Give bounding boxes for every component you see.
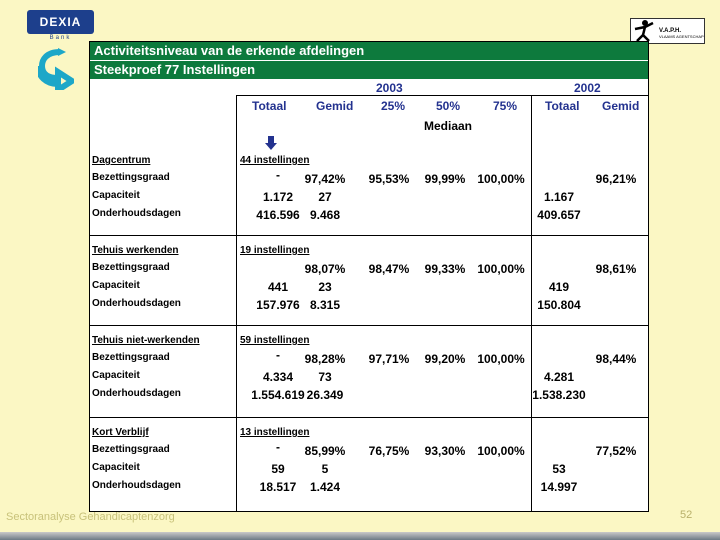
row-label-cap: Capaciteit: [92, 462, 140, 473]
section-count: 59 instellingen: [240, 335, 310, 346]
cell-bez-p25: 98,47%: [368, 262, 410, 276]
return-arrow-icon[interactable]: [38, 46, 74, 90]
cell-bez-gemid: 98,28%: [304, 352, 346, 366]
cell-bez-gemid2: 98,61%: [595, 262, 637, 276]
year-2002: 2002: [574, 81, 601, 95]
cell-bez-p25: 97,71%: [368, 352, 410, 366]
col-gemid-2002: Gemid: [602, 99, 640, 113]
cell-cap-gemid: 5: [321, 462, 329, 476]
cell-ond-totaal: 157.976: [256, 298, 300, 312]
col-totaal: Totaal: [252, 99, 287, 113]
row-label-bez: Bezettingsgraad: [92, 262, 170, 273]
cell-bez-totaal: -: [276, 440, 280, 454]
section-name: Kort Verblijf: [92, 427, 149, 438]
vaph-logo: V.A.P.H. VLAAMS AGENTSCHAP: [630, 18, 705, 44]
row-label-bez: Bezettingsgraad: [92, 352, 170, 363]
row-label-bez: Bezettingsgraad: [92, 444, 170, 455]
cell-bez-gemid2: 98,44%: [595, 352, 637, 366]
cell-bez-p50: 99,99%: [424, 172, 466, 186]
col-totaal-2002: Totaal: [545, 99, 580, 113]
cell-cap-gemid: 73: [318, 370, 332, 384]
row-label-cap: Capaciteit: [92, 280, 140, 291]
section-count: 13 instellingen: [240, 427, 310, 438]
row-label-ond: Onderhoudsdagen: [92, 480, 181, 491]
section-name: Tehuis niet-werkenden: [92, 335, 200, 346]
cell-ond-totaal: 416.596: [256, 208, 300, 222]
section-divider: [90, 235, 648, 236]
down-arrow-icon: [265, 136, 277, 150]
col-50: 50%: [436, 99, 461, 113]
row-label-ond: Onderhoudsdagen: [92, 388, 181, 399]
cell-ond-totaal2: 14.997: [540, 480, 578, 494]
section-count: 19 instellingen: [240, 245, 310, 256]
table-title: Activiteitsniveau van de erkende afdelin…: [90, 42, 648, 60]
row-label-bez: Bezettingsgraad: [92, 172, 170, 183]
cell-ond-gemid: 1.424: [309, 480, 341, 494]
cell-cap-gemid: 27: [318, 190, 332, 204]
bottom-bar: [0, 532, 720, 540]
cell-bez-p25: 95,53%: [368, 172, 410, 186]
table-subtitle: Steekproef 77 Instellingen: [90, 61, 648, 79]
cell-ond-gemid: 8.315: [309, 298, 341, 312]
row-label-cap: Capaciteit: [92, 190, 140, 201]
page-number: 52: [680, 509, 693, 521]
cell-ond-totaal2: 409.657: [537, 208, 581, 222]
cell-bez-p75: 100,00%: [477, 262, 525, 276]
row-label-cap: Capaciteit: [92, 370, 140, 381]
footer-text: Sectoranalyse Gehandicaptenzorg: [6, 511, 175, 523]
cell-cap-totaal2: 4.281: [543, 370, 575, 384]
section-divider: [90, 325, 648, 326]
cell-bez-p50: 93,30%: [424, 444, 466, 458]
vaph-title: V.A.P.H.: [659, 28, 682, 34]
cell-bez-gemid: 97,42%: [304, 172, 346, 186]
cell-bez-totaal: -: [276, 348, 280, 362]
cell-bez-gemid2: 77,52%: [595, 444, 637, 458]
dexia-logo-subtitle: Bank: [49, 35, 72, 41]
cell-cap-totaal: 59: [271, 462, 285, 476]
person-icon: [634, 20, 654, 42]
table-frame: Activiteitsniveau van de erkende afdelin…: [89, 41, 649, 512]
row-label-ond: Onderhoudsdagen: [92, 208, 181, 219]
cell-bez-p25: 76,75%: [368, 444, 410, 458]
cell-cap-totaal: 441: [267, 280, 289, 294]
cell-bez-p50: 99,20%: [424, 352, 466, 366]
section-name: Tehuis werkenden: [92, 245, 179, 256]
cell-cap-totaal: 1.172: [262, 190, 294, 204]
section-divider: [90, 417, 648, 418]
cell-cap-totaal: 4.334: [262, 370, 294, 384]
cell-ond-totaal2: 1.538.230: [532, 388, 586, 402]
cell-cap-totaal2: 1.167: [543, 190, 575, 204]
section-name: Dagcentrum: [92, 155, 151, 166]
cell-cap-totaal2: 53: [552, 462, 566, 476]
cell-ond-gemid: 26.349: [306, 388, 344, 402]
cell-ond-totaal: 18.517: [259, 480, 297, 494]
vaph-subtitle: VLAAMS AGENTSCHAP: [659, 34, 704, 39]
cell-bez-totaal: -: [276, 168, 280, 182]
section-count: 44 instellingen: [240, 155, 310, 166]
col-25: 25%: [381, 99, 406, 113]
row-label-ond: Onderhoudsdagen: [92, 298, 181, 309]
cell-ond-totaal: 1.554.619: [251, 388, 305, 402]
col-mediaan: Mediaan: [424, 119, 473, 133]
cell-bez-p75: 100,00%: [477, 172, 525, 186]
col-75: 75%: [493, 99, 518, 113]
cell-cap-totaal2: 419: [548, 280, 570, 294]
cell-bez-gemid: 85,99%: [304, 444, 346, 458]
cell-bez-p75: 100,00%: [477, 352, 525, 366]
cell-bez-gemid: 98,07%: [304, 262, 346, 276]
cell-bez-p75: 100,00%: [477, 444, 525, 458]
cell-ond-totaal2: 150.804: [537, 298, 581, 312]
cell-cap-gemid: 23: [318, 280, 332, 294]
year-2003: 2003: [376, 81, 403, 95]
col-gemid: Gemid: [316, 99, 354, 113]
cell-bez-p50: 99,33%: [424, 262, 466, 276]
dexia-logo: DEXIA: [27, 10, 94, 34]
cell-ond-gemid: 9.468: [309, 208, 341, 222]
cell-bez-gemid2: 96,21%: [595, 172, 637, 186]
